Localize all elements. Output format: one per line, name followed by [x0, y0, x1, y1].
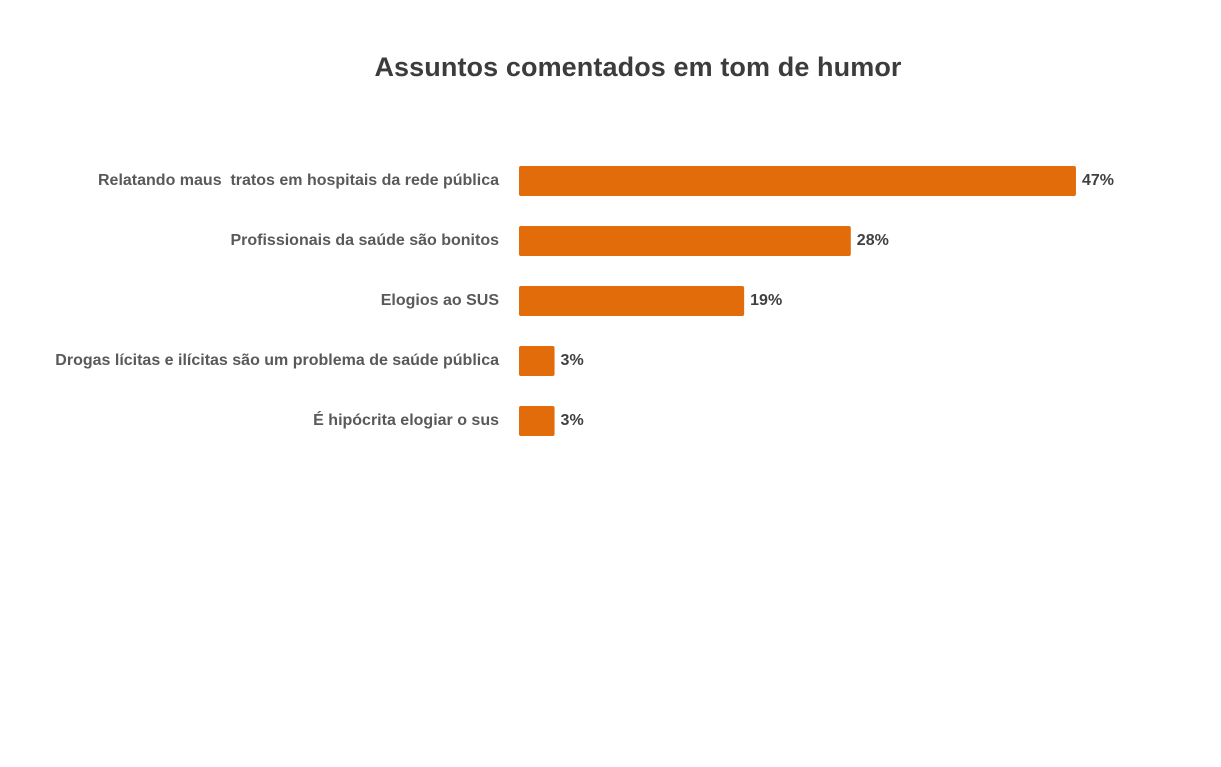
bar: [519, 406, 555, 436]
category-label: Elogios ao SUS: [381, 292, 500, 309]
category-label: É hipócrita elogiar o sus: [313, 410, 499, 429]
bar: [519, 226, 851, 256]
bar: [519, 346, 555, 376]
category-label: Relatando maus tratos em hospitais da re…: [98, 172, 499, 189]
bar: [519, 286, 745, 316]
value-label: 28%: [857, 232, 889, 249]
value-label: 47%: [1082, 172, 1114, 189]
bar: [519, 166, 1076, 196]
value-label: 19%: [750, 292, 782, 309]
value-label: 3%: [561, 412, 584, 429]
category-label: Drogas lícitas e ilícitas são um problem…: [55, 352, 499, 369]
chart-title: Assuntos comentados em tom de humor: [374, 52, 902, 82]
category-label: Profissionais da saúde são bonitos: [230, 232, 499, 249]
value-label: 3%: [561, 352, 584, 369]
